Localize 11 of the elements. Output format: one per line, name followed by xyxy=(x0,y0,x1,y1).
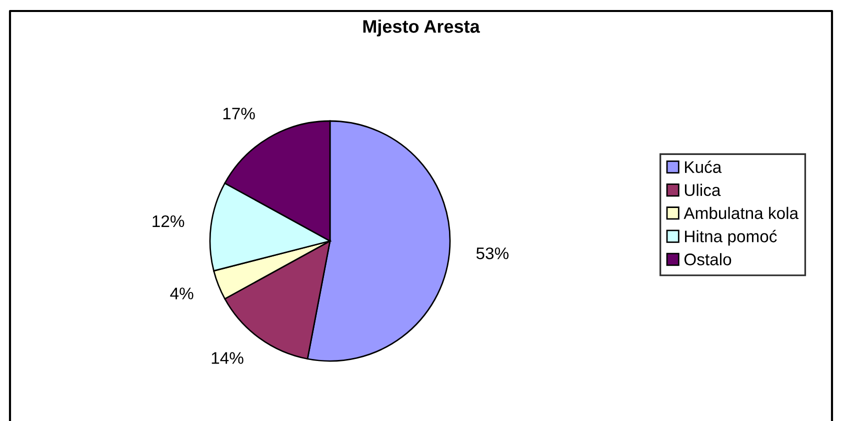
legend-label: Ulica xyxy=(684,184,721,196)
data-label: 4% xyxy=(170,288,194,300)
data-label: 17% xyxy=(223,108,255,120)
data-label: 14% xyxy=(212,352,244,364)
legend-label: Ostalo xyxy=(684,253,732,266)
legend-label: Hitna pomoć xyxy=(685,230,777,246)
data-label: 12% xyxy=(152,215,184,228)
legend-label: Kuća xyxy=(685,160,722,174)
chart-title: Mjesto Aresta xyxy=(363,20,480,36)
legend-label: Ambulatna kola xyxy=(684,206,799,220)
data-label: 53% xyxy=(476,247,509,260)
